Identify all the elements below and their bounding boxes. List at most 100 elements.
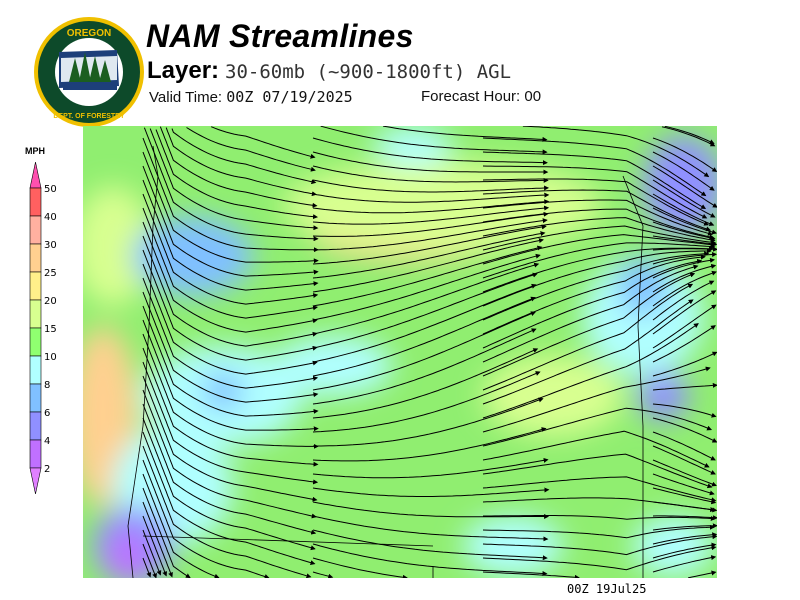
streamline: [522, 126, 710, 178]
streamline: [312, 205, 550, 225]
streamline: [482, 430, 710, 468]
streamline: [482, 246, 714, 293]
colorbar-segment: [29, 383, 42, 413]
streamline: [661, 126, 716, 147]
forecast-hour: Forecast Hour: 00: [421, 88, 541, 105]
valid-time-label: Valid Time:: [149, 89, 223, 106]
streamline: [312, 427, 547, 462]
streamline: [312, 262, 540, 335]
colorbar-tick-label: 10: [44, 352, 57, 363]
colorbar-segment: [29, 355, 42, 385]
forecast-hour-value: 00: [524, 88, 542, 105]
streamline: [142, 361, 319, 485]
streamline: [482, 178, 710, 226]
streamline: [482, 225, 717, 251]
streamline: [652, 325, 716, 363]
colorbar-tick-label: 15: [44, 324, 57, 335]
streamline: [652, 221, 716, 241]
streamline: [482, 323, 699, 419]
streamline: [320, 126, 548, 155]
streamline: [171, 128, 317, 185]
colorbar-tick-label: 40: [44, 212, 57, 223]
streamline: [312, 487, 550, 497]
streamline: [652, 542, 717, 559]
streamline: [312, 457, 549, 479]
streamline: [312, 224, 547, 265]
colorbar-tick-label: 25: [44, 268, 57, 279]
streamline: [482, 283, 694, 391]
streamline: [142, 165, 319, 277]
streamline: [165, 127, 317, 197]
streamline: [142, 543, 157, 578]
streamline: [482, 165, 708, 219]
streamline: [482, 545, 717, 571]
streamline: [652, 555, 717, 573]
streamline: [186, 127, 316, 172]
colorbar-segment: [29, 271, 42, 301]
streamline: [142, 151, 319, 264]
streamline: [652, 532, 717, 545]
colorbar-tick-label: 4: [44, 436, 50, 447]
streamline: [652, 431, 716, 461]
streamline: [312, 529, 548, 561]
streamline: [142, 221, 318, 333]
streamline: [482, 534, 717, 556]
streamline: [159, 126, 318, 208]
streamline: [652, 304, 717, 349]
streamline: [652, 487, 717, 505]
streamline: [664, 126, 715, 144]
streamline: [142, 389, 317, 519]
streamline: [142, 487, 191, 578]
svg-text:OREGON: OREGON: [67, 28, 111, 39]
streamline: [143, 127, 319, 242]
streamline: [652, 257, 715, 279]
streamline: [312, 311, 536, 391]
streamline: [211, 126, 316, 159]
streamline: [312, 272, 538, 349]
streamline: [312, 165, 549, 183]
streamline: [652, 403, 717, 418]
wind-speed-shading: [83, 126, 717, 578]
colorbar-bottom-arrow: [29, 467, 42, 495]
streamline: [312, 231, 546, 279]
streamline: [482, 254, 706, 335]
streamline: [312, 371, 541, 433]
layer-label: Layer:: [147, 57, 220, 84]
streamline: [142, 193, 319, 305]
streamline: [652, 165, 717, 208]
streamline: [652, 523, 717, 531]
streamline: [313, 397, 544, 447]
layer-info: Layer: 30-60mb (~900-1800ft) AGL: [147, 57, 511, 85]
streamline-map: [83, 126, 717, 578]
streamline: [142, 403, 317, 535]
streamline: [482, 251, 710, 321]
streamline: [482, 407, 713, 447]
colorbar-top-arrow: [29, 161, 42, 189]
streamline: [312, 515, 549, 542]
chart-title: NAM Streamlines: [146, 18, 414, 54]
streamline: [142, 501, 173, 578]
streamline: [312, 296, 536, 377]
streamline: [482, 151, 707, 210]
streamline: [482, 264, 699, 363]
streamline: [312, 192, 550, 203]
streamline: [482, 137, 707, 197]
streamline: [312, 179, 550, 193]
colorbar-segment: [29, 215, 42, 245]
colorbar-tick-label: 6: [44, 408, 50, 419]
streamline: [482, 248, 712, 307]
streamline: [687, 570, 717, 578]
streamline: [142, 473, 220, 578]
streamline: [142, 515, 168, 577]
streamline: [312, 348, 539, 419]
streamline: [312, 218, 548, 251]
streamline: [142, 179, 319, 291]
streamline: [482, 217, 716, 243]
streamline: [149, 128, 319, 231]
streamline: [652, 473, 715, 496]
streamline: [652, 351, 717, 377]
streamline: [142, 375, 318, 502]
layer-value: 30-60mb (~900-1800ft) AGL: [225, 61, 512, 83]
streamline: [312, 137, 548, 166]
streamline: [482, 453, 713, 489]
